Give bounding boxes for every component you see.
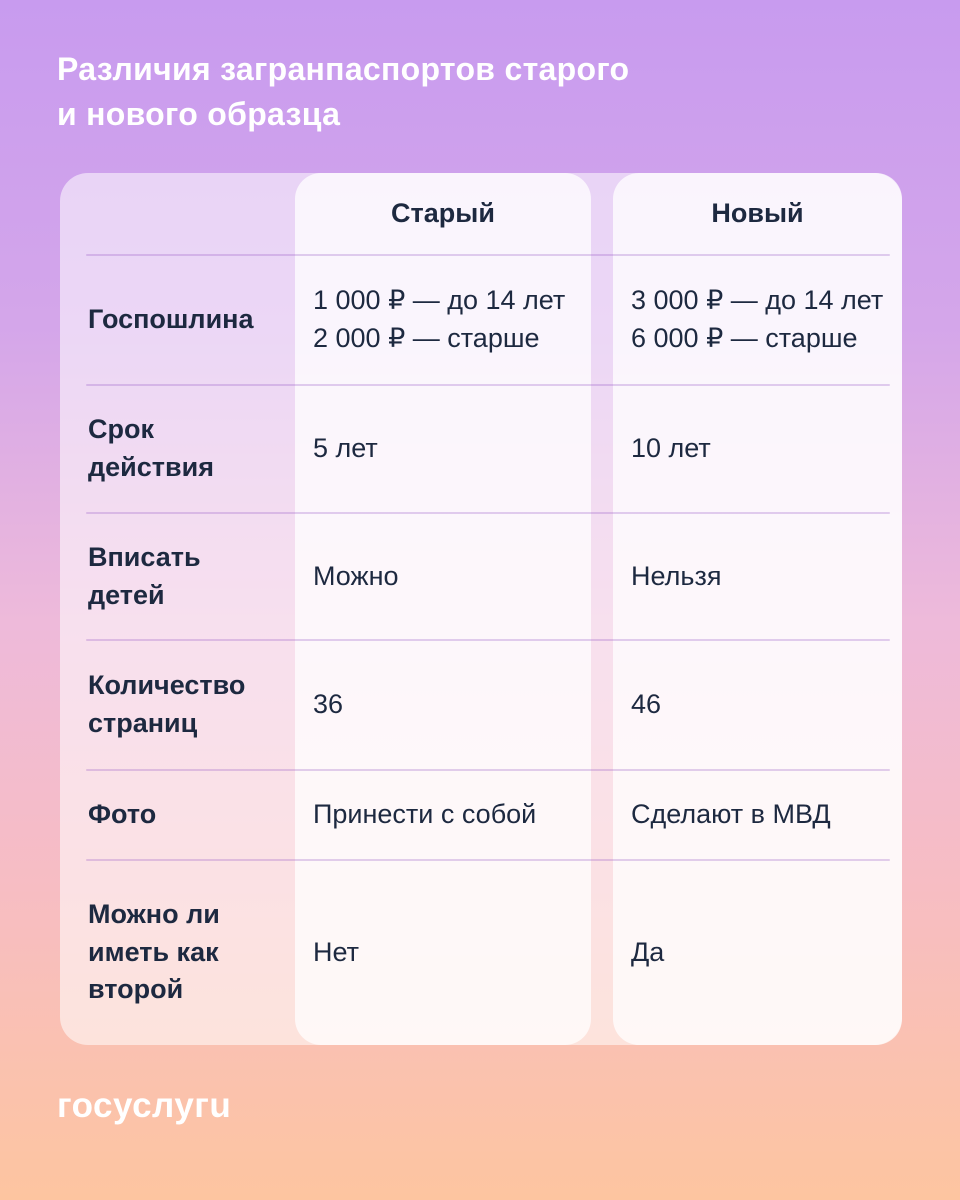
- cell-old: Можно: [313, 560, 399, 591]
- cell-old: Принести с собой: [313, 799, 537, 830]
- comparison-table: Старый Новый Госпошлина 1 000 ₽ — до 14 …: [60, 173, 902, 1045]
- cell-new: 46: [631, 689, 662, 720]
- column-header-new: Новый: [711, 198, 804, 229]
- table-rows: Старый Новый Госпошлина 1 000 ₽ — до 14 …: [60, 173, 902, 1045]
- table-row-children: Вписать детей Можно Нельзя: [60, 512, 902, 640]
- cell-old: 1 000 ₽ — до 14 лет 2 000 ₽ — старше: [313, 285, 566, 353]
- row-divider: [86, 639, 890, 641]
- table-row-pages: Количество страниц 36 46: [60, 639, 902, 770]
- table-row-validity: Срок действия 5 лет 10 лет: [60, 384, 902, 513]
- cell-old: Нет: [313, 936, 359, 967]
- row-divider: [86, 859, 890, 861]
- row-label: Вписать детей: [88, 541, 201, 610]
- row-label: Фото: [88, 799, 157, 830]
- page-title: Различия загранпаспортов старого и новог…: [57, 51, 630, 133]
- cell-new: Сделают в МВД: [631, 799, 831, 830]
- row-label: Количество страниц: [88, 670, 246, 738]
- cell-old: 36: [313, 689, 344, 720]
- new-column-background: [613, 173, 902, 1045]
- row-label: Срок действия: [88, 414, 214, 482]
- cell-new: Нельзя: [631, 560, 722, 591]
- row-divider: [86, 769, 890, 771]
- row-divider: [86, 254, 890, 256]
- cell-new: 10 лет: [631, 433, 711, 464]
- row-divider: [86, 512, 890, 514]
- cell-new: 3 000 ₽ — до 14 лет 6 000 ₽ — старше: [631, 285, 884, 353]
- row-label: Можно ли иметь как второй: [88, 898, 220, 1005]
- cell-new: Да: [631, 936, 665, 967]
- gosuslugi-logo: госуслугu: [57, 1086, 232, 1125]
- table-row-second-passport: Можно ли иметь как второй Нет Да: [60, 859, 902, 1045]
- row-divider: [86, 384, 890, 386]
- row-label: Госпошлина: [88, 304, 254, 335]
- table-row-photo: Фото Принести с собой Сделают в МВД: [60, 769, 902, 860]
- table-header-row: Старый Новый: [60, 173, 902, 255]
- old-column-background: [295, 173, 591, 1045]
- column-header-old: Старый: [391, 198, 495, 229]
- cell-old: 5 лет: [313, 433, 378, 464]
- table-row-fee: Госпошлина 1 000 ₽ — до 14 лет 2 000 ₽ —…: [60, 254, 902, 385]
